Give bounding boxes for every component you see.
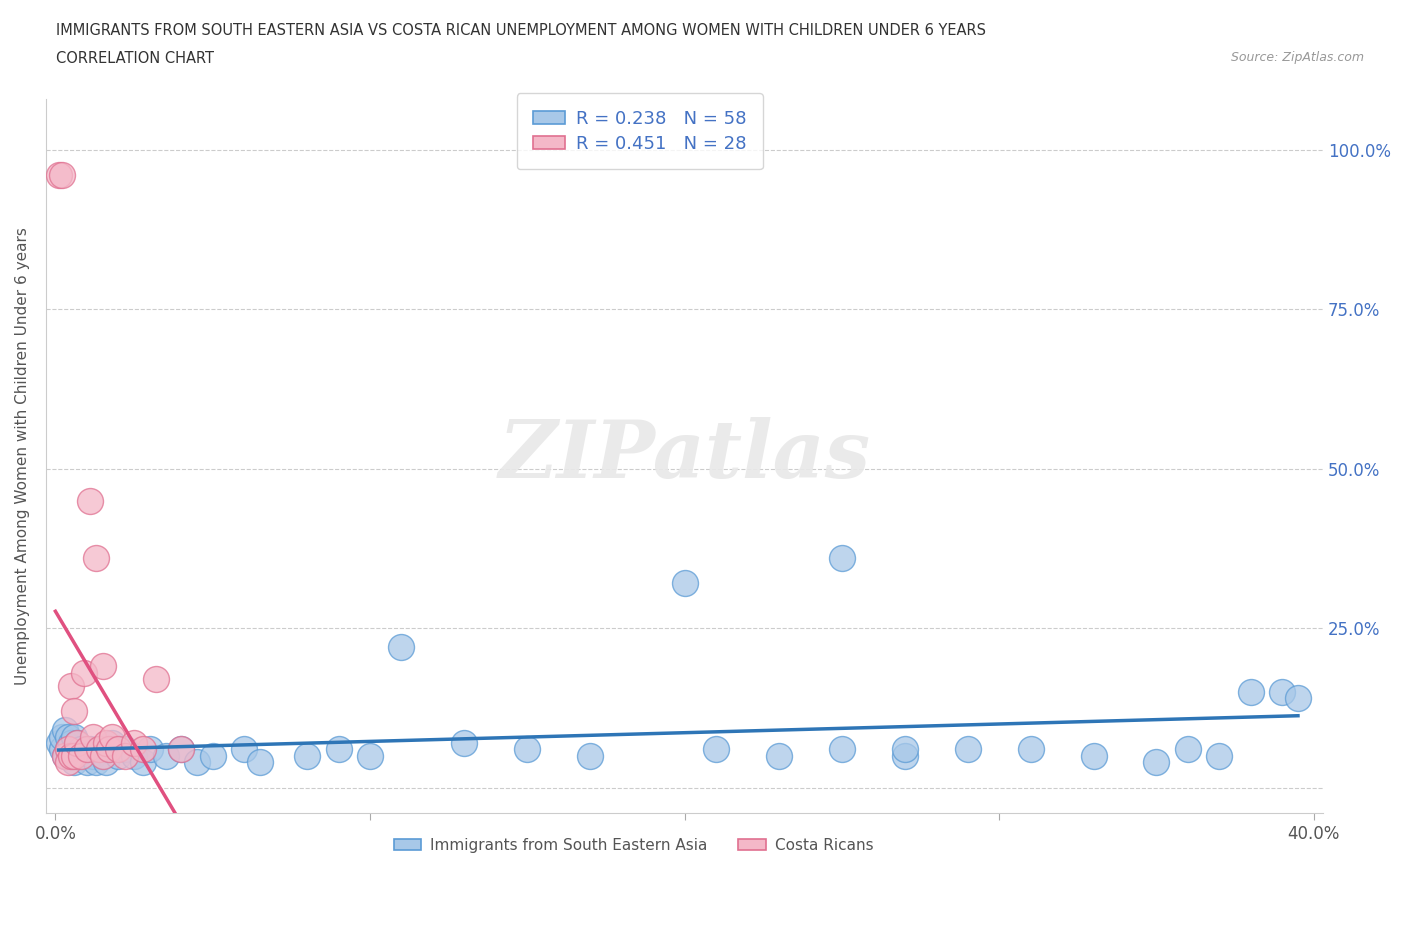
Point	[51, 729, 73, 744]
Point	[76, 742, 98, 757]
Point	[170, 742, 193, 757]
Point	[56, 742, 79, 757]
Point	[60, 736, 83, 751]
Point	[107, 749, 129, 764]
Point	[63, 704, 86, 719]
Point	[831, 551, 853, 565]
Point	[114, 749, 136, 764]
Point	[94, 754, 117, 769]
Point	[91, 749, 114, 764]
Point	[66, 749, 89, 764]
Y-axis label: Unemployment Among Women with Children Under 6 years: Unemployment Among Women with Children U…	[15, 227, 30, 684]
Point	[89, 742, 111, 757]
Point	[1083, 749, 1105, 764]
Point	[122, 749, 145, 764]
Point	[69, 742, 91, 757]
Point	[56, 754, 79, 769]
Point	[328, 742, 350, 757]
Point	[51, 742, 73, 757]
Point	[170, 742, 193, 757]
Point	[114, 742, 136, 757]
Point	[155, 749, 177, 764]
Point	[48, 167, 70, 182]
Point	[579, 749, 602, 764]
Point	[56, 742, 79, 757]
Legend: Immigrants from South Eastern Asia, Costa Ricans: Immigrants from South Eastern Asia, Cost…	[388, 831, 880, 859]
Point	[831, 742, 853, 757]
Point	[1019, 742, 1042, 757]
Point	[139, 742, 162, 757]
Point	[201, 749, 224, 764]
Text: IMMIGRANTS FROM SOUTH EASTERN ASIA VS COSTA RICAN UNEMPLOYMENT AMONG WOMEN WITH : IMMIGRANTS FROM SOUTH EASTERN ASIA VS CO…	[56, 23, 986, 38]
Point	[101, 729, 124, 744]
Point	[233, 742, 256, 757]
Point	[94, 736, 117, 751]
Point	[82, 729, 104, 744]
Point	[73, 665, 96, 680]
Point	[97, 742, 120, 757]
Point	[107, 742, 129, 757]
Point	[63, 749, 86, 764]
Text: ZIPatlas: ZIPatlas	[499, 418, 870, 495]
Point	[516, 742, 538, 757]
Point	[73, 749, 96, 764]
Point	[69, 749, 91, 764]
Point	[673, 576, 696, 591]
Point	[97, 742, 120, 757]
Point	[893, 749, 915, 764]
Point	[391, 640, 413, 655]
Point	[79, 493, 101, 508]
Point	[53, 723, 76, 737]
Point	[60, 749, 83, 764]
Point	[53, 749, 76, 764]
Point	[66, 736, 89, 751]
Point	[704, 742, 727, 757]
Point	[1144, 754, 1167, 769]
Point	[91, 659, 114, 674]
Point	[101, 736, 124, 751]
Point	[66, 736, 89, 751]
Point	[89, 742, 111, 757]
Point	[53, 749, 76, 764]
Point	[186, 754, 208, 769]
Text: CORRELATION CHART: CORRELATION CHART	[56, 51, 214, 66]
Point	[63, 754, 86, 769]
Point	[453, 736, 475, 751]
Point	[956, 742, 979, 757]
Point	[122, 736, 145, 751]
Point	[91, 749, 114, 764]
Point	[60, 678, 83, 693]
Point	[1286, 691, 1309, 706]
Point	[76, 754, 98, 769]
Point	[768, 749, 790, 764]
Point	[84, 754, 107, 769]
Point	[51, 167, 73, 182]
Point	[1271, 684, 1294, 699]
Point	[295, 749, 318, 764]
Point	[82, 749, 104, 764]
Point	[60, 749, 83, 764]
Point	[1240, 684, 1263, 699]
Point	[84, 551, 107, 565]
Point	[132, 754, 155, 769]
Point	[63, 729, 86, 744]
Point	[79, 742, 101, 757]
Point	[359, 749, 381, 764]
Point	[893, 742, 915, 757]
Point	[132, 742, 155, 757]
Point	[1208, 749, 1230, 764]
Point	[1177, 742, 1199, 757]
Point	[249, 754, 271, 769]
Point	[56, 729, 79, 744]
Text: Source: ZipAtlas.com: Source: ZipAtlas.com	[1230, 51, 1364, 64]
Point	[48, 736, 70, 751]
Point	[145, 671, 167, 686]
